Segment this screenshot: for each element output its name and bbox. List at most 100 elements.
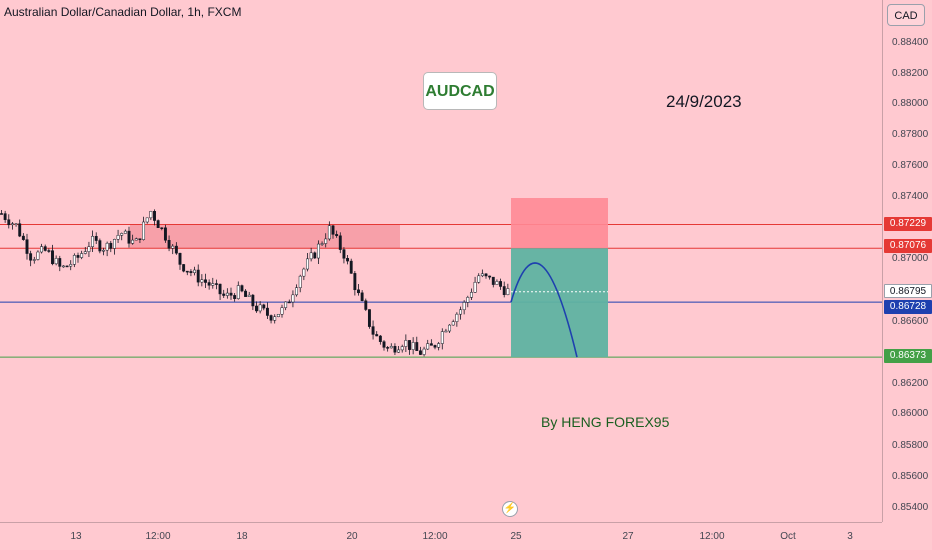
candle-body: [83, 251, 87, 254]
candle-body: [247, 294, 251, 297]
candle-body: [451, 321, 455, 326]
candle-body: [459, 309, 462, 315]
candle-body: [236, 285, 240, 299]
candle-body: [32, 259, 36, 261]
candle-body: [346, 258, 350, 262]
candle-body: [25, 239, 29, 254]
candle-body: [335, 234, 339, 237]
candle-body: [131, 239, 135, 244]
candle-body: [7, 219, 11, 226]
candle-body: [411, 342, 415, 350]
candle-body: [444, 330, 448, 333]
candle-body: [338, 235, 342, 250]
time-tick: 12:00: [422, 531, 448, 542]
flash-icon[interactable]: ⚡: [502, 501, 518, 517]
pair-label-box[interactable]: AUDCAD: [423, 72, 497, 110]
candle-body: [357, 289, 360, 294]
price-tick: 0.86000: [892, 408, 929, 419]
price-tag-last: 0.86795: [884, 284, 932, 298]
candle-body: [360, 292, 364, 301]
candle-body: [484, 273, 488, 277]
candle-body: [491, 276, 495, 285]
candle-body: [408, 340, 411, 350]
candle-body: [109, 242, 113, 249]
candle-body: [94, 236, 98, 241]
time-tick: 18: [236, 531, 248, 542]
candle-body: [426, 343, 430, 350]
candle-body: [291, 294, 295, 303]
time-tick: 27: [622, 531, 634, 542]
candle-body: [21, 235, 25, 240]
candle-body: [309, 252, 313, 260]
candle-body: [342, 249, 346, 259]
price-tick: 0.87800: [892, 129, 929, 140]
candle-body: [397, 349, 401, 353]
candle-body: [324, 238, 328, 244]
candle-body: [353, 273, 357, 291]
candle-body: [244, 290, 248, 297]
candle-body: [178, 252, 182, 265]
candle-body: [61, 265, 65, 268]
candle-body: [10, 223, 14, 226]
candle-body: [51, 250, 54, 265]
candle-body: [287, 301, 291, 304]
candle-body: [102, 249, 105, 252]
price-tick: 0.85600: [892, 471, 929, 482]
time-axis[interactable]: 13 12:00 18 20 12:00 25 27 12:00 Oct 3: [0, 522, 882, 550]
candle-body: [349, 260, 353, 274]
candle-body: [448, 324, 452, 332]
price-tick: 0.88000: [892, 98, 929, 109]
candle-body: [437, 343, 441, 348]
candle-body: [65, 265, 69, 268]
candle-body: [193, 269, 197, 274]
projection-curve: [510, 262, 578, 358]
price-chart[interactable]: [0, 0, 882, 522]
candle-body: [316, 243, 320, 259]
candle-body: [145, 217, 149, 223]
candle-body: [196, 269, 200, 283]
candle-body: [167, 239, 171, 249]
price-tick: 0.88200: [892, 68, 929, 79]
candle-body: [182, 264, 186, 272]
candle-body: [72, 255, 76, 265]
date-annotation[interactable]: 24/9/2023: [666, 92, 742, 111]
candle-body: [116, 235, 120, 240]
candle-body: [127, 230, 131, 244]
candle-body: [284, 301, 288, 308]
candle-body: [480, 273, 484, 277]
chart-plot-area[interactable]: [0, 0, 882, 522]
candle-body: [331, 225, 335, 235]
candle-body: [265, 307, 269, 316]
candle-body: [200, 279, 204, 283]
candle-body: [233, 295, 237, 299]
time-tick: Oct: [780, 531, 796, 542]
candle-body: [58, 258, 62, 267]
candle-body: [276, 313, 280, 318]
price-tick: 0.86600: [892, 316, 929, 327]
take-profit-zone: [511, 248, 608, 358]
candle-body: [218, 283, 222, 295]
candle-body: [174, 245, 178, 254]
price-tick: 0.87400: [892, 191, 929, 202]
candle-body: [477, 275, 481, 283]
candle-body: [160, 227, 164, 230]
candle-body: [255, 305, 258, 312]
candle-body: [488, 275, 492, 278]
candle-body: [251, 294, 255, 307]
candle-body: [189, 271, 193, 274]
candle-body: [462, 302, 466, 311]
symbol-title: Australian Dollar/Canadian Dollar, 1h, F…: [4, 5, 242, 19]
price-tick: 0.85800: [892, 440, 929, 451]
price-axis[interactable]: 0.88400 0.88200 0.88000 0.87800 0.87600 …: [882, 0, 932, 522]
candle-body: [43, 246, 47, 251]
author-annotation[interactable]: By HENG FOREX95: [541, 414, 670, 430]
price-tick: 0.87600: [892, 160, 929, 171]
candle-body: [469, 292, 473, 298]
currency-button[interactable]: CAD: [887, 4, 925, 26]
candle-body: [134, 238, 138, 241]
candle-body: [91, 236, 95, 247]
candle-body: [375, 334, 379, 337]
candle-body: [142, 221, 146, 240]
candle-body: [214, 283, 218, 285]
candle-body: [3, 213, 7, 220]
